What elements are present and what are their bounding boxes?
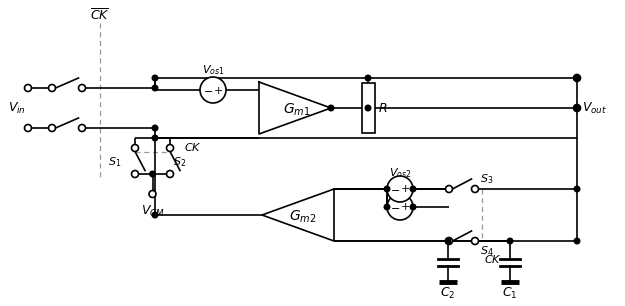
Text: $+$: $+$ (400, 201, 410, 212)
Circle shape (410, 204, 416, 210)
Circle shape (365, 105, 371, 111)
Circle shape (384, 204, 390, 210)
Circle shape (574, 105, 580, 111)
Circle shape (152, 85, 158, 91)
Text: $C_2$: $C_2$ (441, 285, 456, 300)
Circle shape (150, 171, 155, 177)
Circle shape (149, 191, 156, 197)
Circle shape (446, 237, 452, 244)
Circle shape (574, 74, 581, 81)
Circle shape (49, 125, 56, 132)
Text: $V_{out}$: $V_{out}$ (582, 100, 607, 116)
Circle shape (131, 144, 139, 151)
Circle shape (387, 194, 413, 220)
Text: $G_{m2}$: $G_{m2}$ (289, 209, 317, 225)
Circle shape (152, 125, 158, 131)
Text: $+$: $+$ (213, 84, 223, 95)
Circle shape (410, 186, 416, 192)
Text: $S_1$: $S_1$ (107, 155, 121, 169)
Text: $\overline{CK}$: $\overline{CK}$ (90, 8, 110, 24)
Text: $V_{os2}$: $V_{os2}$ (389, 166, 411, 180)
Text: $-$: $-$ (390, 202, 400, 212)
Text: $CK$: $CK$ (484, 253, 501, 265)
Text: $R$: $R$ (378, 102, 388, 114)
Text: $C_1$: $C_1$ (503, 285, 518, 300)
Circle shape (166, 144, 174, 151)
Text: $V_{os2}$: $V_{os2}$ (389, 181, 411, 195)
Circle shape (131, 170, 139, 177)
Circle shape (446, 185, 452, 192)
Circle shape (508, 238, 512, 244)
Circle shape (49, 84, 56, 91)
Circle shape (574, 105, 581, 111)
Circle shape (79, 84, 86, 91)
Circle shape (152, 135, 158, 141)
Circle shape (152, 212, 158, 218)
Circle shape (574, 238, 580, 244)
Bar (361, 83, 374, 133)
Circle shape (471, 185, 479, 192)
Text: $-$: $-$ (203, 85, 213, 95)
Text: $S_2$: $S_2$ (173, 155, 186, 169)
Text: $V_{in}$: $V_{in}$ (8, 100, 26, 116)
Circle shape (384, 186, 390, 192)
Circle shape (387, 176, 413, 202)
Circle shape (328, 105, 334, 111)
Text: $V_{CM}$: $V_{CM}$ (141, 204, 164, 219)
Circle shape (574, 186, 580, 192)
Circle shape (200, 77, 226, 103)
Text: $V_{os1}$: $V_{os1}$ (202, 63, 224, 77)
Text: $-$: $-$ (390, 184, 400, 194)
Circle shape (152, 75, 158, 81)
Circle shape (24, 125, 31, 132)
Text: $CK$: $CK$ (184, 141, 202, 153)
Circle shape (445, 238, 451, 244)
Text: $S_3$: $S_3$ (480, 172, 493, 186)
Circle shape (574, 75, 580, 81)
Text: $G_{m1}$: $G_{m1}$ (283, 102, 311, 118)
Circle shape (24, 84, 31, 91)
Circle shape (166, 170, 174, 177)
Circle shape (471, 237, 479, 244)
Circle shape (365, 75, 371, 81)
Text: $S_4$: $S_4$ (480, 244, 494, 258)
Circle shape (79, 125, 86, 132)
Text: $+$: $+$ (400, 184, 410, 195)
